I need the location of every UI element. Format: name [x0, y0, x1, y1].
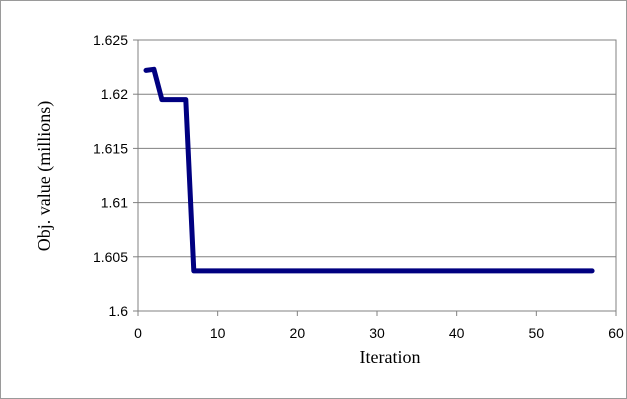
- x-tick-label-2: 20: [290, 325, 306, 341]
- x-tick-label-1: 10: [210, 325, 226, 341]
- x-tick-label-4: 40: [449, 325, 465, 341]
- y-tick-label-1: 1.62: [101, 86, 128, 102]
- x-axis-title: Iteration: [360, 347, 421, 367]
- y-tick-label-5: 1.6: [109, 303, 129, 319]
- x-tick-label-0: 0: [134, 325, 142, 341]
- x-tick-label-5: 50: [529, 325, 545, 341]
- x-tick-label-3: 30: [369, 325, 385, 341]
- y-tick-label-3: 1.61: [101, 195, 128, 211]
- y-axis-title: Obj. value (millions): [34, 101, 55, 251]
- y-tick-label-2: 1.615: [93, 140, 128, 156]
- y-tick-label-0: 1.625: [93, 32, 128, 48]
- y-tick-label-4: 1.605: [93, 249, 128, 265]
- x-tick-label-6: 60: [608, 325, 624, 341]
